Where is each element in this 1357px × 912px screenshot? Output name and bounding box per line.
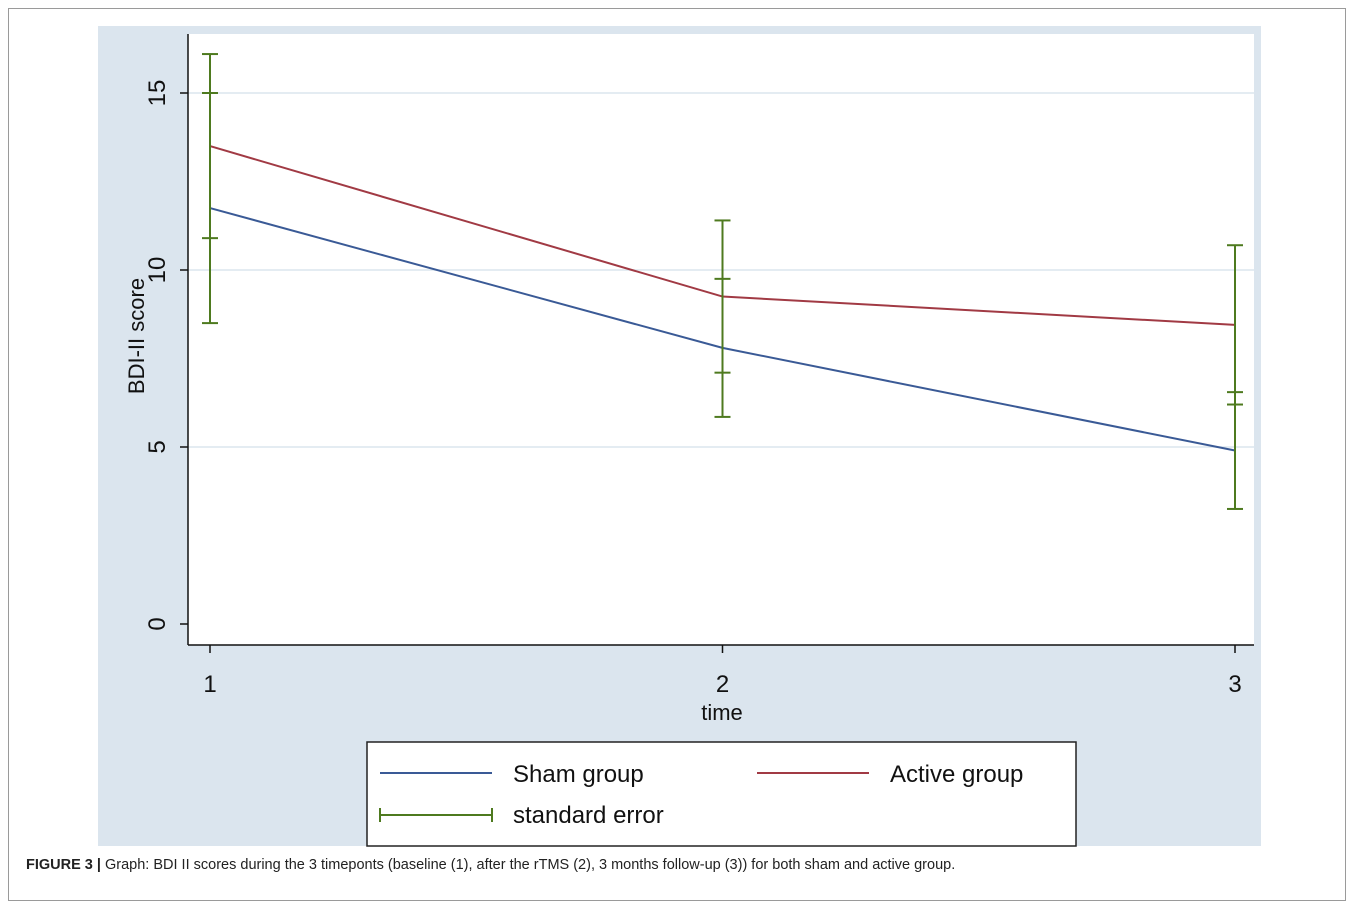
y-axis-label: BDI-II score	[124, 278, 149, 394]
error-bar-active-1	[202, 53, 218, 240]
figure-caption: FIGURE 3 | Graph: BDI II scores during t…	[26, 857, 1326, 873]
error-bars	[202, 53, 1243, 510]
error-bar-active-3	[1227, 244, 1243, 406]
x-tick-label-3: 3	[1228, 671, 1241, 698]
grid-lines	[188, 92, 1254, 448]
figure-label: FIGURE 3 |	[26, 857, 101, 873]
caption-text: Graph: BDI II scores during the 3 timepo…	[100, 857, 956, 873]
legend-sham-label: Sham group	[513, 761, 644, 788]
legend-errorbar-swatch	[379, 808, 493, 822]
y-tick-label-0: 0	[144, 617, 171, 630]
x-tick-label-2: 2	[716, 671, 729, 698]
legend: Sham group Active group standard error	[366, 741, 1077, 847]
axes: 0 5 10 15 1 2 3	[144, 34, 1254, 698]
error-bar-active-2	[714, 219, 731, 374]
plot-area	[188, 34, 1254, 645]
legend-active-label: Active group	[890, 761, 1023, 788]
y-tick-label-5: 5	[144, 440, 171, 453]
legend-box	[366, 741, 1077, 847]
legend-errorbar-label: standard error	[513, 802, 664, 829]
x-axis-label: time	[701, 700, 743, 725]
x-tick-label-1: 1	[203, 671, 216, 698]
y-tick-label-15: 15	[144, 80, 171, 107]
y-tick-label-10: 10	[144, 257, 171, 284]
